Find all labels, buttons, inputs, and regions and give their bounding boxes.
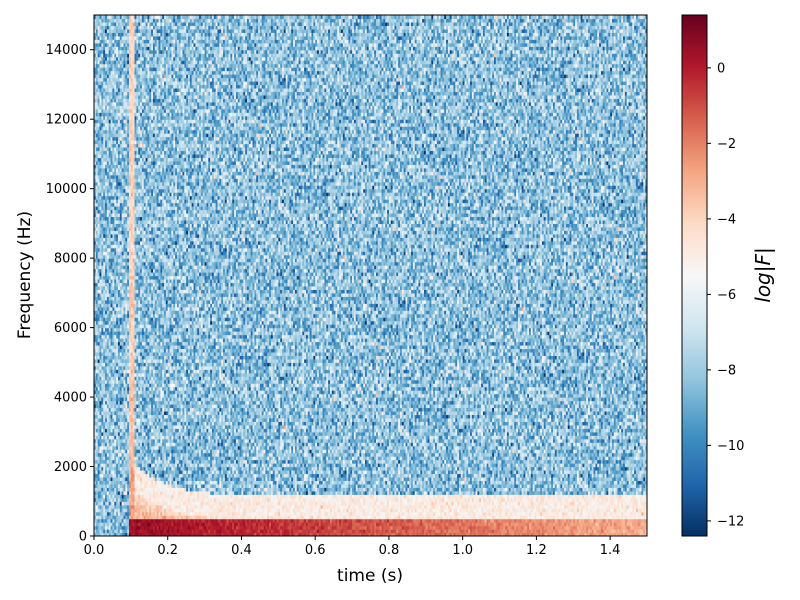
spectrogram-heatmap	[94, 15, 648, 537]
